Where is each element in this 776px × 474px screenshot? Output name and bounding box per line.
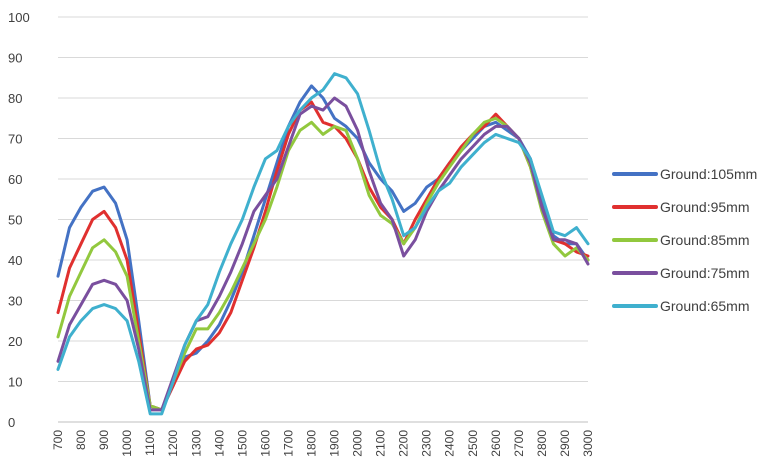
series-line-1 (56, 100, 590, 412)
x-tick-label: 1300 (189, 430, 203, 457)
x-tick-label: 700 (51, 430, 65, 450)
series-line-2 (56, 116, 590, 412)
legend-label: Ground:75mm (660, 265, 750, 281)
y-tick-label: 80 (8, 91, 22, 106)
x-tick-label: 900 (97, 430, 111, 450)
legend-item-95mm: Ground:95mm (612, 195, 776, 219)
y-tick-label: 40 (8, 253, 22, 268)
x-tick-label: 2200 (397, 430, 411, 457)
series-line-4 (56, 72, 590, 416)
legend-item-105mm: Ground:105mm (612, 162, 776, 186)
x-tick-label: 800 (74, 430, 88, 450)
y-tick-label: 50 (8, 213, 22, 228)
legend-swatch (612, 238, 658, 242)
x-tick-label: 2500 (466, 430, 480, 457)
x-tick-label: 1800 (304, 430, 318, 457)
y-tick-label: 20 (8, 334, 22, 349)
legend: Ground:105mm Ground:95mm Ground:85mm Gro… (612, 162, 776, 327)
legend-label: Ground:65mm (660, 298, 750, 314)
y-tick-label: 30 (8, 294, 22, 309)
x-tick-label: 1600 (258, 430, 272, 457)
x-tick-label: 2900 (558, 430, 572, 457)
series-line-3 (56, 96, 590, 412)
legend-swatch (612, 304, 658, 308)
legend-label: Ground:85mm (660, 232, 750, 248)
y-tick-label: 100 (8, 10, 30, 25)
x-tick-label: 2600 (489, 430, 503, 457)
x-tick-label: 2300 (420, 430, 434, 457)
legend-swatch (612, 172, 658, 176)
y-tick-label: 0 (8, 415, 15, 430)
legend-item-85mm: Ground:85mm (612, 228, 776, 252)
x-tick-label: 3000 (581, 430, 595, 457)
x-tick-label: 2000 (351, 430, 365, 457)
y-tick-label: 60 (8, 172, 22, 187)
y-tick-label: 90 (8, 51, 22, 66)
x-tick-label: 1500 (235, 430, 249, 457)
x-tick-label: 1000 (120, 430, 134, 457)
x-tick-label: 2700 (512, 430, 526, 457)
x-tick-label: 2100 (374, 430, 388, 457)
legend-item-75mm: Ground:75mm (612, 261, 776, 285)
x-tick-label: 2400 (443, 430, 457, 457)
legend-swatch (612, 271, 658, 275)
legend-label: Ground:105mm (660, 166, 758, 182)
x-tick-label: 1200 (166, 430, 180, 457)
legend-item-65mm: Ground:65mm (612, 294, 776, 318)
x-tick-label: 1700 (281, 430, 295, 457)
x-tick-label: 1100 (143, 430, 157, 456)
x-tick-label: 1900 (328, 430, 342, 457)
legend-swatch (612, 205, 658, 209)
legend-label: Ground:95mm (660, 199, 750, 215)
y-tick-label: 70 (8, 132, 22, 147)
x-tick-label: 2800 (535, 430, 549, 457)
y-tick-label: 10 (8, 375, 22, 390)
x-tick-label: 1400 (212, 430, 226, 457)
